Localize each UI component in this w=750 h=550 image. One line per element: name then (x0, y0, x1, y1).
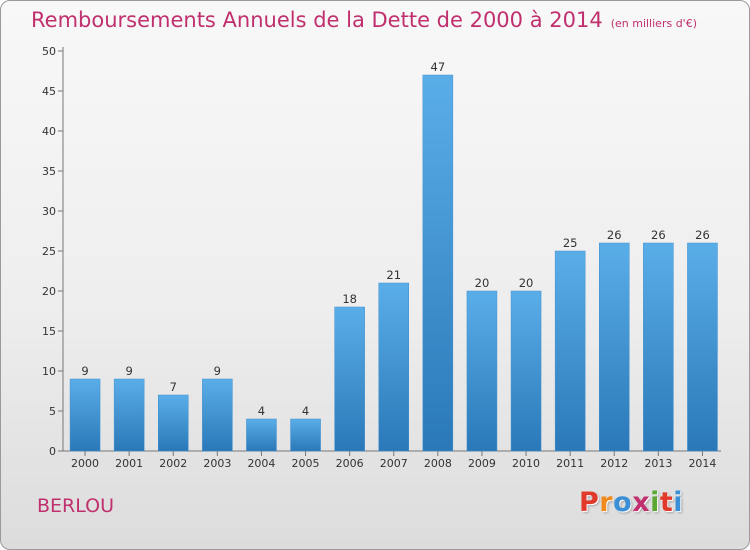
x-tick-label: 2014 (688, 457, 716, 470)
bar-2010[interactable] (510, 290, 542, 452)
chart-labels: 9 9 7 9 4 4 18 21 47 20 20 25 26 26 26 (81, 60, 709, 418)
x-tick-label: 2007 (380, 457, 408, 470)
value-label-2011: 25 (563, 236, 578, 250)
y-tick-label: 20 (42, 285, 56, 298)
value-label-2014: 26 (695, 228, 710, 242)
bar-2008[interactable] (422, 74, 454, 452)
value-label-2000: 9 (81, 364, 88, 378)
value-label-2012: 26 (607, 228, 622, 242)
bar-2002[interactable] (158, 394, 189, 452)
logo-letter: P (579, 487, 600, 518)
y-tick-label: 25 (42, 245, 56, 258)
x-tick-label: 2004 (247, 457, 275, 470)
value-label-2002: 7 (170, 380, 177, 394)
value-label-2003: 9 (214, 364, 221, 378)
chart-bars (69, 74, 718, 452)
y-tick-label: 30 (42, 205, 56, 218)
y-tick-label: 5 (49, 405, 56, 418)
logo-letter: r (599, 487, 614, 518)
y-tick-label: 45 (42, 85, 56, 98)
value-label-2013: 26 (651, 228, 666, 242)
x-tick-label: 2006 (336, 457, 364, 470)
bar-2001[interactable] (113, 378, 145, 452)
y-tick-label: 0 (49, 445, 56, 458)
value-label-2010: 20 (519, 276, 534, 290)
bar-2004[interactable] (246, 418, 277, 452)
x-tick-label: 2005 (292, 457, 320, 470)
value-label-2001: 9 (125, 364, 132, 378)
x-tick-label: 2013 (644, 457, 672, 470)
bar-2007[interactable] (378, 282, 409, 452)
x-tick-label: 2012 (600, 457, 628, 470)
x-tick-label: 2002 (159, 457, 187, 470)
x-tick-label: 2003 (203, 457, 231, 470)
chart-title: Remboursements Annuels de la Dette de 20… (31, 8, 697, 32)
x-tick-label: 2011 (556, 457, 584, 470)
chart-axes: 0 5 10 15 20 25 30 35 40 45 50 2000 2001 2002 2003 2004… (42, 45, 721, 470)
logo-letter: o (613, 487, 633, 518)
y-tick-label: 10 (42, 365, 56, 378)
bar-2014[interactable] (687, 242, 718, 452)
x-tick-label: 2010 (512, 457, 540, 470)
bar-2005[interactable] (290, 418, 321, 452)
value-label-2004: 4 (258, 404, 265, 418)
value-label-2006: 18 (342, 292, 357, 306)
bar-2012[interactable] (599, 242, 630, 452)
value-label-2005: 4 (302, 404, 309, 418)
x-tick-label: 2008 (424, 457, 452, 470)
bar-2000[interactable] (69, 378, 101, 452)
title-unit: (en milliers d'€) (610, 17, 697, 30)
logo-letter: i (650, 487, 660, 518)
x-tick-label: 2000 (71, 457, 99, 470)
bar-2006[interactable] (334, 306, 365, 452)
x-tick-label: 2001 (115, 457, 143, 470)
bar-2013[interactable] (643, 242, 674, 452)
bar-2003[interactable] (202, 378, 233, 452)
proxiti-logo[interactable]: Proxiti (579, 487, 683, 518)
bar-2011[interactable] (554, 250, 586, 452)
bar-2009[interactable] (466, 290, 498, 452)
logo-letter: i (673, 487, 684, 518)
y-tick-label: 15 (42, 325, 56, 338)
value-label-2007: 21 (386, 268, 401, 282)
title-main: Remboursements Annuels de la Dette de 20… (31, 8, 603, 32)
y-tick-label: 35 (42, 165, 56, 178)
y-tick-label: 50 (42, 45, 56, 58)
x-tick-label: 2009 (468, 457, 496, 470)
value-label-2009: 20 (475, 276, 490, 290)
commune-name: BERLOU (37, 495, 115, 517)
logo-letter: t (659, 487, 674, 518)
logo-letter: x (632, 487, 651, 518)
y-tick-label: 40 (42, 125, 56, 138)
value-label-2008: 47 (431, 60, 446, 74)
